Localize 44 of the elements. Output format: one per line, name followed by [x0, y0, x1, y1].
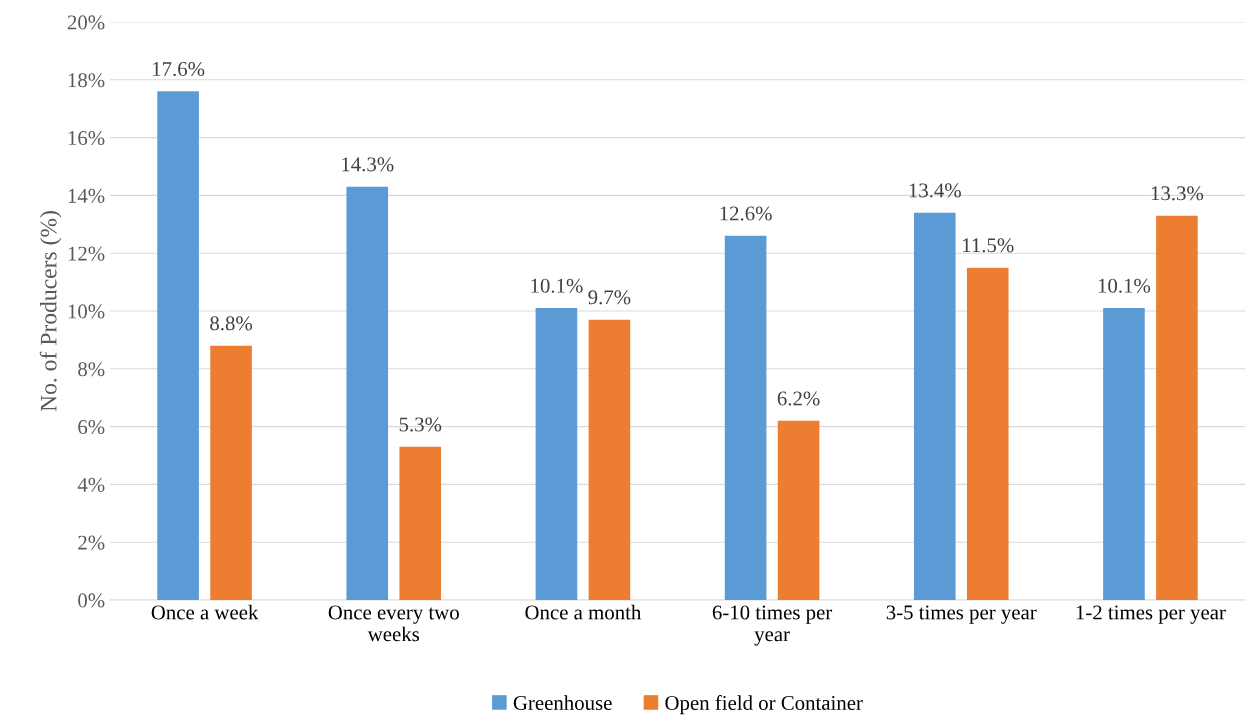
y-axis-title: No. of Producers (%) — [39, 211, 62, 412]
bar — [1156, 215, 1198, 600]
bar — [588, 319, 631, 600]
y-tick-label: 8% — [78, 362, 105, 377]
data-label: 5.3% — [399, 417, 442, 432]
y-tick-label: 2% — [78, 535, 105, 550]
bar — [777, 420, 820, 600]
data-label: 14.3% — [342, 157, 394, 172]
bar — [966, 267, 1009, 600]
data-label: 12.6% — [720, 206, 772, 221]
data-label: 6.2% — [777, 391, 820, 406]
data-label: 8.8% — [210, 316, 253, 331]
y-tick-label: 6% — [78, 419, 105, 435]
x-tick-label: Once a week — [151, 604, 259, 620]
y-tick-label: 4% — [77, 477, 105, 492]
y-tick-label: 10% — [68, 304, 105, 319]
bar — [210, 345, 252, 600]
data-label: 10.1% — [1098, 278, 1151, 293]
y-tick-label: 18% — [68, 73, 105, 88]
x-tick-label: 6-10 times per year — [712, 605, 833, 646]
x-tick-label: Once every two weeks — [328, 605, 459, 642]
y-tick-label: 12% — [68, 246, 105, 261]
bar — [157, 91, 199, 600]
y-tick-label: 20% — [67, 15, 105, 30]
data-label: 17.6% — [153, 61, 205, 77]
data-label: 11.5% — [963, 238, 1014, 253]
data-label: 10.1% — [531, 278, 583, 293]
bar — [1103, 308, 1145, 600]
x-tick-label: 1-2 times per year — [1076, 605, 1226, 624]
data-label: 13.3% — [1151, 186, 1204, 201]
legend-label: Greenhouse — [513, 695, 612, 710]
data-label: 13.4% — [909, 183, 961, 198]
legend-label: Open field or Container — [665, 695, 863, 715]
y-tick-label: 16% — [68, 130, 105, 146]
y-tick-label: 0% — [78, 593, 105, 608]
bar — [913, 212, 956, 600]
y-tick-label: 14% — [68, 188, 105, 203]
x-tick-label: Once a month — [525, 604, 642, 620]
bar — [346, 186, 389, 600]
bar — [535, 308, 578, 600]
data-label: 9.7% — [588, 290, 631, 305]
x-tick-label: 3-5 times per year — [886, 605, 1037, 624]
bar — [399, 446, 442, 600]
bar — [724, 235, 767, 600]
